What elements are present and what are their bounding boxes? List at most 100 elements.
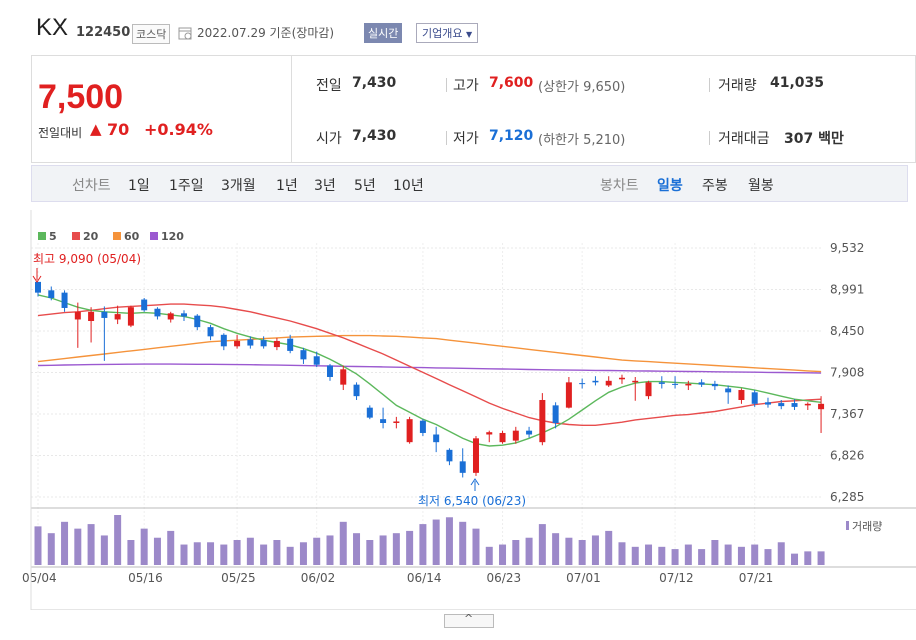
candle-body [326, 365, 333, 377]
volume-bar [74, 528, 82, 565]
volume-bar [207, 542, 215, 565]
open-label: 시가 [316, 131, 342, 147]
candle-body [459, 461, 466, 473]
y-tick-label: 9,532 [830, 241, 864, 255]
period-1w[interactable]: 1주일 [169, 178, 204, 194]
divider [291, 56, 292, 162]
volume-bar [804, 551, 812, 565]
price-chart: 9,532 8,991 8,450 7,908 7,367 6,826 6,285 05/04… [22, 210, 916, 610]
candle-body [698, 382, 705, 385]
volume-bar [273, 540, 281, 565]
volume-bar [764, 549, 772, 565]
volume-bar [246, 537, 254, 565]
candle-body [207, 327, 214, 337]
volume-bar [432, 519, 440, 565]
ma5-line [37, 294, 822, 447]
open-value: 7,430 [352, 128, 397, 144]
x-tick-label: 07/12 [659, 571, 694, 585]
volume-bar [512, 540, 520, 565]
period-3y[interactable]: 3년 [314, 178, 336, 194]
candle-body [194, 315, 201, 328]
volume-bar [127, 540, 135, 565]
period-10y[interactable]: 10년 [393, 178, 424, 194]
stock-code: 122450 [76, 25, 131, 40]
low-value: 7,120 [489, 128, 534, 144]
candle-body [127, 307, 134, 326]
prev-close-label: 전일 [316, 78, 342, 94]
candle-daily[interactable]: 일봉 [657, 178, 683, 194]
stock-header: KX 122450 코스닥 2022.07.29 기준(장마감) 실시간 기업개… [0, 0, 916, 50]
arrow-up-icon [470, 478, 480, 486]
candle-body [499, 432, 506, 443]
current-price: 7,500 [38, 78, 124, 116]
candle-body [725, 388, 732, 393]
high-label: 고가 [453, 78, 479, 94]
volume-bar [565, 537, 573, 565]
period-3m[interactable]: 3개월 [221, 178, 256, 194]
volume-bar [114, 515, 122, 565]
candle-body [247, 339, 254, 346]
volume-bar [645, 544, 653, 565]
ma60-line [37, 334, 822, 373]
volume-bar [100, 535, 108, 565]
volume-legend-swatch [846, 521, 849, 530]
candle-body [234, 340, 241, 347]
candle-body [526, 430, 533, 435]
volume-bar [419, 524, 427, 565]
volume-bar [817, 551, 825, 565]
candle-body [539, 399, 546, 443]
volume-bar [366, 540, 374, 565]
low-label: 저가 [453, 131, 479, 147]
candle-body [632, 380, 639, 383]
volume-bar [140, 528, 148, 565]
divider [709, 131, 710, 145]
company-overview-button[interactable]: 기업개요 ▼ [416, 23, 479, 43]
volume-legend-label: 거래량 [852, 520, 882, 533]
y-tick-label: 6,826 [830, 449, 864, 463]
candle-chart-label: 봉차트 [600, 178, 639, 194]
high-value: 7,600 [489, 75, 534, 91]
volume-bar [591, 535, 599, 565]
volume-bar [618, 542, 626, 565]
volume-bar [711, 540, 719, 565]
volume-bar [538, 524, 546, 565]
volume-value: 41,035 [770, 75, 825, 91]
volume-bar [737, 546, 745, 565]
candle-body [512, 430, 519, 441]
volume-bar [61, 521, 69, 565]
y-tick-label: 7,908 [830, 366, 864, 380]
realtime-button[interactable]: 실시간 [364, 23, 403, 43]
volume-bar [445, 517, 453, 565]
y-tick-label: 7,367 [830, 407, 864, 421]
volume-bar [658, 546, 666, 565]
candle-body [791, 403, 798, 407]
candle-weekly[interactable]: 주봉 [702, 178, 728, 194]
candle-body [154, 308, 161, 317]
volume-bar [724, 544, 732, 565]
candle-body [804, 403, 811, 406]
up-triangle-icon: ▲ [90, 120, 102, 138]
period-5y[interactable]: 5년 [354, 178, 376, 194]
candle-body [273, 340, 280, 348]
candle-body [645, 382, 652, 397]
candle-body [552, 405, 559, 423]
legend-label: 60 [124, 230, 140, 243]
divider [446, 78, 447, 92]
x-tick-label: 07/01 [566, 571, 601, 585]
amount-value: 307 백만 [784, 131, 844, 147]
volume-bar [313, 537, 321, 565]
candle-body [114, 314, 121, 320]
collapse-button[interactable]: ^ [444, 612, 494, 628]
x-tick-label: 06/23 [487, 571, 522, 585]
period-1d[interactable]: 1일 [128, 178, 150, 194]
volume-bar [326, 535, 334, 565]
candle-monthly[interactable]: 월봉 [748, 178, 774, 194]
volume-bar [631, 546, 639, 565]
prev-close-value: 7,430 [352, 75, 397, 91]
period-1y[interactable]: 1년 [276, 178, 298, 194]
lower-limit: (하한가 5,210) [538, 133, 626, 148]
base-date: 2022.07.29 기준(장마감) [197, 26, 335, 40]
candle-body [340, 369, 347, 385]
candle-body [751, 392, 758, 404]
candle-body [472, 438, 479, 473]
